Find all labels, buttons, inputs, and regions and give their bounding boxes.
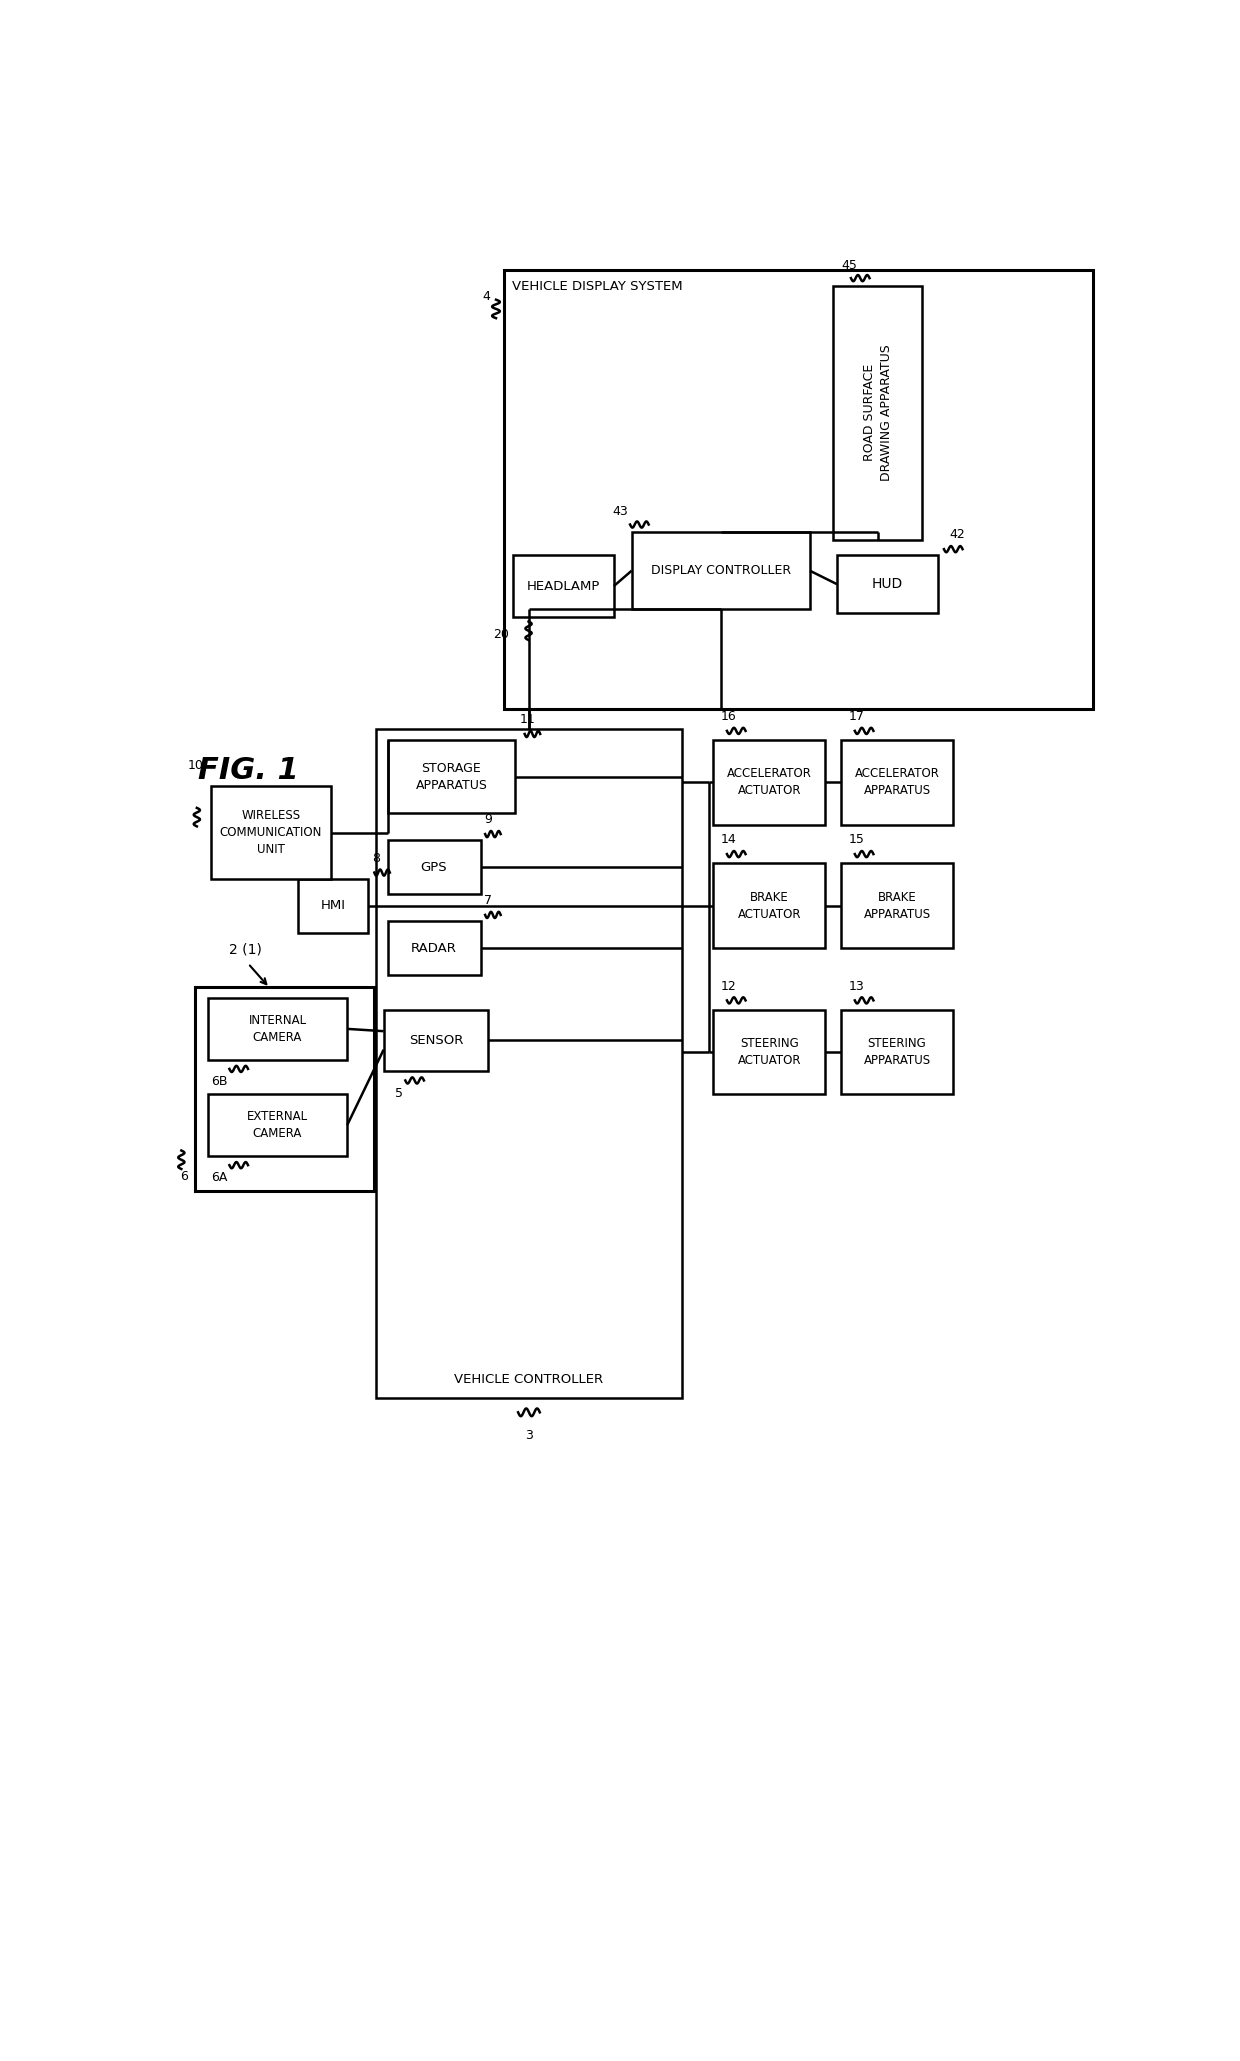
Text: 11: 11 bbox=[520, 713, 534, 725]
Bar bbox=[713, 864, 826, 948]
Bar bbox=[837, 554, 937, 612]
Bar bbox=[841, 1010, 954, 1094]
Bar bbox=[383, 1010, 489, 1072]
Text: RADAR: RADAR bbox=[412, 942, 456, 954]
Bar bbox=[713, 1010, 826, 1094]
Text: 4: 4 bbox=[482, 291, 490, 303]
Text: 6B: 6B bbox=[212, 1076, 228, 1088]
Text: 14: 14 bbox=[720, 833, 737, 847]
Text: 5: 5 bbox=[396, 1086, 403, 1101]
Text: BRAKE
APPARATUS: BRAKE APPARATUS bbox=[863, 890, 931, 921]
Text: 45: 45 bbox=[841, 260, 857, 272]
Bar bbox=[713, 740, 826, 824]
Bar bbox=[387, 841, 481, 894]
Bar bbox=[211, 787, 331, 878]
Text: BRAKE
ACTUATOR: BRAKE ACTUATOR bbox=[738, 890, 801, 921]
Text: 9: 9 bbox=[485, 814, 492, 826]
Text: 6A: 6A bbox=[212, 1171, 228, 1185]
Text: ACCELERATOR
ACTUATOR: ACCELERATOR ACTUATOR bbox=[727, 767, 812, 798]
Bar bbox=[503, 270, 1092, 709]
Text: FIG. 1: FIG. 1 bbox=[197, 756, 299, 785]
Bar bbox=[196, 987, 373, 1191]
Text: HUD: HUD bbox=[872, 577, 903, 592]
Text: HMI: HMI bbox=[321, 899, 346, 913]
Text: GPS: GPS bbox=[420, 861, 448, 874]
Bar bbox=[387, 921, 481, 975]
Text: 17: 17 bbox=[848, 711, 864, 723]
Text: 6: 6 bbox=[180, 1171, 187, 1183]
Bar bbox=[631, 532, 810, 610]
Bar bbox=[207, 998, 347, 1059]
Text: EXTERNAL
CAMERA: EXTERNAL CAMERA bbox=[247, 1111, 308, 1140]
Text: 43: 43 bbox=[613, 505, 627, 519]
Text: STORAGE
APPARATUS: STORAGE APPARATUS bbox=[415, 763, 487, 791]
Text: ROAD SURFACE
DRAWING APPARATUS: ROAD SURFACE DRAWING APPARATUS bbox=[863, 344, 893, 482]
Bar bbox=[387, 740, 516, 814]
Text: STEERING
APPARATUS: STEERING APPARATUS bbox=[863, 1037, 931, 1068]
Text: 7: 7 bbox=[485, 894, 492, 907]
Text: WIRELESS
COMMUNICATION
UNIT: WIRELESS COMMUNICATION UNIT bbox=[219, 810, 322, 855]
Text: 20: 20 bbox=[494, 629, 510, 641]
Text: 3: 3 bbox=[525, 1428, 533, 1443]
Text: 13: 13 bbox=[848, 979, 864, 993]
Bar bbox=[841, 740, 954, 824]
Text: 16: 16 bbox=[720, 711, 737, 723]
Bar bbox=[513, 554, 614, 616]
Text: VEHICLE DISPLAY SYSTEM: VEHICLE DISPLAY SYSTEM bbox=[511, 280, 682, 293]
Text: DISPLAY CONTROLLER: DISPLAY CONTROLLER bbox=[651, 565, 791, 577]
Bar bbox=[841, 864, 954, 948]
Text: 15: 15 bbox=[848, 833, 864, 847]
Text: VEHICLE CONTROLLER: VEHICLE CONTROLLER bbox=[454, 1373, 604, 1385]
Bar bbox=[207, 1094, 347, 1156]
Text: 42: 42 bbox=[950, 528, 965, 542]
Bar bbox=[299, 878, 368, 934]
Text: HEADLAMP: HEADLAMP bbox=[527, 579, 600, 594]
Text: 2 (1): 2 (1) bbox=[228, 942, 262, 956]
Text: ACCELERATOR
APPARATUS: ACCELERATOR APPARATUS bbox=[854, 767, 940, 798]
Text: 10: 10 bbox=[187, 758, 203, 773]
Text: STEERING
ACTUATOR: STEERING ACTUATOR bbox=[738, 1037, 801, 1068]
Bar bbox=[376, 730, 682, 1399]
Text: INTERNAL
CAMERA: INTERNAL CAMERA bbox=[248, 1014, 306, 1043]
Text: 8: 8 bbox=[372, 851, 379, 866]
Bar bbox=[833, 286, 923, 540]
Text: 12: 12 bbox=[720, 979, 737, 993]
Text: SENSOR: SENSOR bbox=[409, 1035, 463, 1047]
